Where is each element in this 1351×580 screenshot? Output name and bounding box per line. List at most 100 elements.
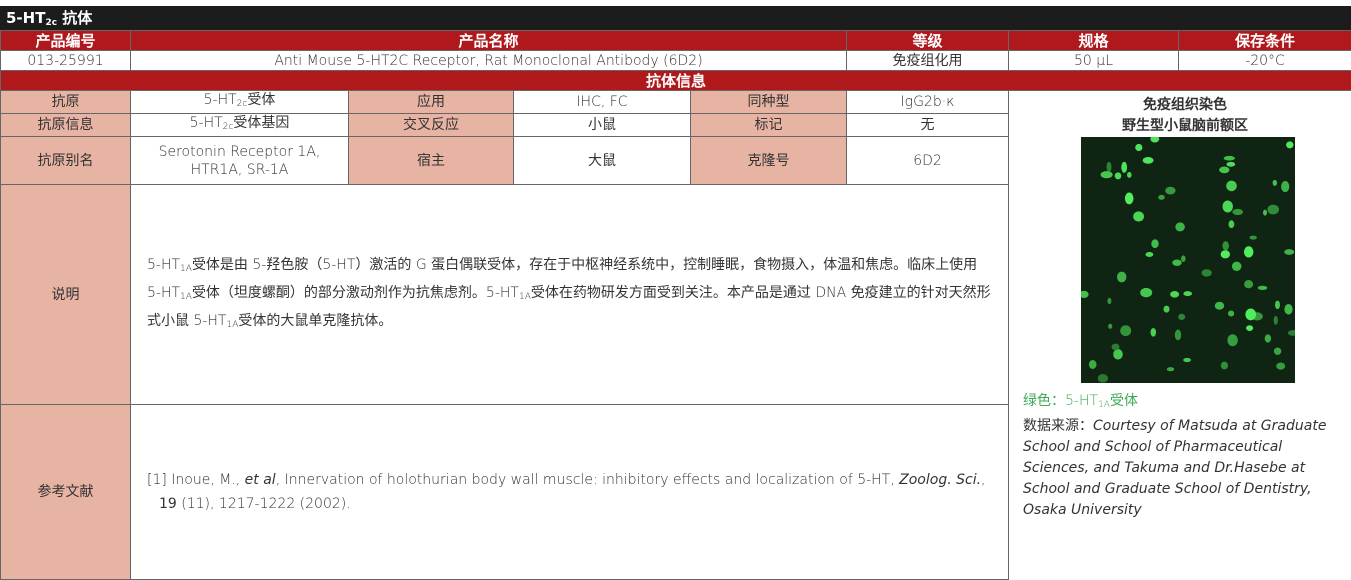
cell-spot xyxy=(1223,201,1233,213)
cell-spot xyxy=(1146,252,1154,257)
figure-title: 免疫组织染色 xyxy=(1023,95,1347,116)
product-table: 产品编号 产品名称 等级 规格 保存条件 013-25991 Anti Mous… xyxy=(0,30,1351,580)
cell-spot xyxy=(1224,156,1235,161)
cell-spot xyxy=(1151,328,1157,337)
cell-spot xyxy=(1151,239,1158,248)
cell-spot xyxy=(1108,324,1112,329)
text-run: 抗体 xyxy=(57,9,92,27)
text-run: 受体基因 xyxy=(233,115,289,131)
cell-spot xyxy=(1250,236,1257,240)
text-run: 5-HT xyxy=(190,115,223,131)
cell-spot xyxy=(1135,144,1142,151)
text-run: 5-HT xyxy=(147,257,180,273)
text-run: 受体（坦度螺酮）的部分激动剂作为抗焦虑剂。5-HT xyxy=(192,285,519,301)
text-run: , xyxy=(981,472,985,488)
cell-spot xyxy=(1140,288,1152,297)
cell-spot xyxy=(1113,349,1123,360)
source-label: 数据来源： xyxy=(1023,418,1093,434)
header-row: 产品编号 产品名称 等级 规格 保存条件 xyxy=(1,31,1351,51)
figure-source: 数据来源：Courtesy of Matsuda at Graduate Sch… xyxy=(1023,416,1347,521)
label: 抗原信息 xyxy=(1,114,131,137)
text-run: et al xyxy=(245,472,276,488)
text-run: 1A xyxy=(519,292,531,302)
label: 宿主 xyxy=(349,137,514,185)
column-header: 等级 xyxy=(847,31,1009,51)
section-title: 抗体信息 xyxy=(1,71,1351,91)
cell-spot xyxy=(1101,171,1113,178)
cell: IgG2b·κ xyxy=(847,91,1009,114)
cell: 5-HT2c受体基因 xyxy=(131,114,349,137)
cell: -20°C xyxy=(1179,51,1351,71)
description-text: 5-HT1A受体是由 5-羟色胺（5-HT）激活的 G 蛋白偶联受体，存在于中枢… xyxy=(131,185,1009,405)
text-run: 19 xyxy=(159,496,177,512)
cell: 免疫组化用 xyxy=(847,51,1009,71)
label: 说明 xyxy=(1,185,131,405)
cell-spot xyxy=(1127,172,1132,178)
column-header: 产品编号 xyxy=(1,31,131,51)
cell-spot xyxy=(1228,311,1234,317)
cell-spot xyxy=(1258,286,1268,290)
cell-spot xyxy=(1221,250,1230,258)
cell-spot xyxy=(1183,358,1191,362)
cell-spot xyxy=(1117,272,1126,283)
cell-spot xyxy=(1164,306,1170,313)
cell-spot xyxy=(1183,291,1192,296)
cell-spot xyxy=(1222,241,1229,250)
cell-spot xyxy=(1089,360,1097,369)
label: 抗原 xyxy=(1,91,131,114)
cell-spot xyxy=(1281,181,1289,192)
cell-spot xyxy=(1158,195,1165,200)
section-row: 抗体信息 xyxy=(1,71,1351,91)
cell-spot xyxy=(1170,291,1179,298)
cell-spot xyxy=(1284,304,1292,315)
cell-spot xyxy=(1226,181,1237,192)
cell-spot xyxy=(1175,330,1181,341)
cell-spot xyxy=(1175,222,1185,231)
label: 交叉反应 xyxy=(349,114,514,137)
cell-spot xyxy=(1284,249,1294,255)
cell: 6D2 xyxy=(847,137,1009,185)
label: 参考文献 xyxy=(1,405,131,580)
cell-spot xyxy=(1221,362,1228,370)
text-run: 1A xyxy=(180,264,192,274)
cell-spot xyxy=(1107,298,1111,304)
cell-spot xyxy=(1232,262,1242,271)
cell-spot xyxy=(1274,316,1278,325)
text-run: [1] Inoue, M., xyxy=(147,472,245,488)
cell-spot xyxy=(1265,334,1271,342)
cell-spot xyxy=(1121,162,1127,173)
figure-legend: 绿色：5-HT1A受体 xyxy=(1023,391,1347,416)
cell-spot xyxy=(1133,211,1144,221)
text-run: , Innervation of holothurian body wall m… xyxy=(276,472,899,488)
cell: Anti Mouse 5-HT2C Receptor, Rat Monoclon… xyxy=(131,51,847,71)
cell-spot xyxy=(1181,255,1186,262)
column-header: 保存条件 xyxy=(1179,31,1351,51)
cell-spot xyxy=(1172,260,1181,266)
cell-spot xyxy=(1244,280,1253,288)
text-run: 2c xyxy=(223,122,234,132)
label: 抗原别名 xyxy=(1,137,131,185)
column-header: 产品名称 xyxy=(131,31,847,51)
cell-spot xyxy=(1219,167,1229,174)
cell: 小鼠 xyxy=(514,114,691,137)
cell: 013-25991 xyxy=(1,51,131,71)
cell-spot xyxy=(1274,348,1281,355)
text-run: 绿色：5-HT xyxy=(1023,393,1098,409)
text-run: 受体 xyxy=(1110,393,1138,409)
cell-spot xyxy=(1286,141,1293,148)
label: 应用 xyxy=(349,91,514,114)
cell-spot xyxy=(1167,367,1174,371)
cell-spot xyxy=(1229,220,1235,228)
cell-spot xyxy=(1115,172,1122,179)
cell: IHC, FC xyxy=(514,91,691,114)
label: 克隆号 xyxy=(691,137,847,185)
cell-spot xyxy=(1125,193,1134,205)
text-run: 2c xyxy=(237,99,248,109)
text-run: 受体 xyxy=(247,92,275,108)
cell: Serotonin Receptor 1A, HTR1A, SR-1A xyxy=(131,137,349,185)
text-run: (11), 1217-1222 (2002). xyxy=(177,496,351,512)
cell-spot xyxy=(1202,269,1212,276)
cell-spot xyxy=(1178,314,1185,320)
info-row: 抗原 5-HT2c受体 应用 IHC, FC 同种型 IgG2b·κ 免疫组织染… xyxy=(1,91,1351,114)
